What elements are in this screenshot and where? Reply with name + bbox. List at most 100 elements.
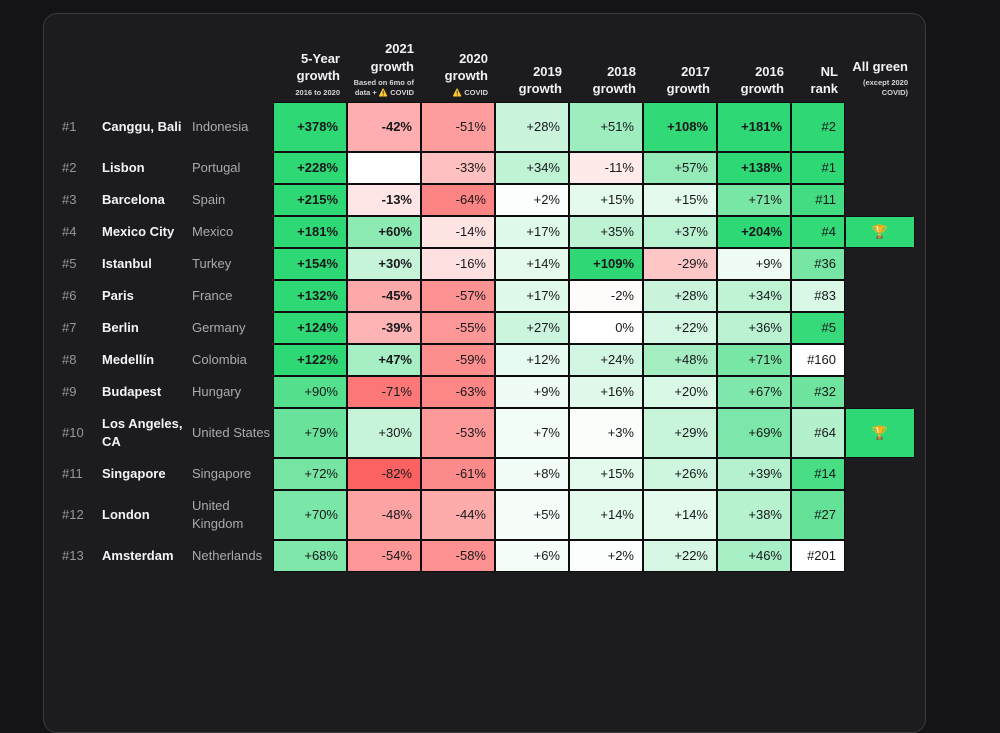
column-header-subtext: (except 2020 COVID) [862,78,908,97]
table-row-canggu-bali[interactable]: #1 Canggu, Bali Indonesia +378% -42% -51% +28%… [60,102,925,151]
column-header-all-green: All green (except 2020 COVID) [846,58,914,98]
all-green-empty [846,249,914,279]
growth-cell-2020-growth: -61% [422,458,494,489]
growth-cell-2017-growth: +48% [644,344,716,375]
city-name: Istanbul [102,255,152,271]
column-header-2020-growth: 2020 growth ⚠️ COVID [422,50,494,98]
country-name: Colombia [192,351,247,367]
column-header-label: 2018 growth [592,63,636,97]
nl-rank-cell: #201 [792,540,844,571]
growth-cell-2020-growth: -64% [422,184,494,215]
table-row-lisbon[interactable]: #2 Lisbon Portugal +228% -33% +34% -11% +57% +13… [60,152,925,183]
table-row-budapest[interactable]: #9 Budapest Hungary +90% -71% -63% +9% +16% +20%… [60,376,925,407]
growth-cell-2016-growth: +36% [718,312,790,343]
nl-rank-cell: #64 [792,408,844,457]
growth-cell-2019-growth: +12% [496,344,568,375]
growth-cell-2016-growth: +38% [718,490,790,539]
all-green-badge: 🏆 [846,408,914,457]
column-header-label: 5-Year growth [296,50,340,84]
all-green-empty [846,281,914,311]
growth-cell-5-year-growth: +90% [274,376,346,407]
growth-cell-2016-growth: +204% [718,216,790,247]
all-green-empty [846,153,914,183]
growth-cell-2020-growth: -16% [422,248,494,279]
nl-rank-cell: #27 [792,490,844,539]
growth-cell-2017-growth: +108% [644,102,716,151]
nl-rank-cell: #5 [792,312,844,343]
growth-cell-2018-growth: +24% [570,344,642,375]
growth-cell-2018-growth: -2% [570,280,642,311]
city-name: Mexico City [102,223,175,239]
growth-cell-2020-growth: -55% [422,312,494,343]
growth-cell-5-year-growth: +181% [274,216,346,247]
column-header-label: All green [852,58,908,74]
growth-cell-5-year-growth: +132% [274,280,346,311]
growth-cell-2019-growth: +2% [496,184,568,215]
column-header-2016-growth: 2016 growth [718,63,790,98]
city-name: London [102,506,150,522]
growth-cell-2021-growth: -39% [348,312,420,343]
growth-cell-5-year-growth: +215% [274,184,346,215]
column-header-2021-growth: 2021 growth Based on 6mo of data + ⚠️ COV… [348,40,420,98]
growth-cell-2019-growth: +7% [496,408,568,457]
growth-cell-2018-growth: 0% [570,312,642,343]
column-header-label: 2020 growth [444,50,488,84]
growth-cell-5-year-growth: +124% [274,312,346,343]
country-name: Mexico [192,223,234,239]
growth-cell-5-year-growth: +72% [274,458,346,489]
table-row-amsterdam[interactable]: #13 Amsterdam Netherlands +68% -54% -58% +6% +2… [60,540,925,571]
row-rank-label: #7 [62,320,77,336]
growth-cell-5-year-growth: +122% [274,344,346,375]
table-row-barcelona[interactable]: #3 Barcelona Spain +215% -13% -64% +2% +15% +15%… [60,184,925,215]
growth-cell-2021-growth: -71% [348,376,420,407]
column-header-2019-growth: 2019 growth [496,63,568,98]
growth-cell-2021-growth: -45% [348,280,420,311]
all-green-empty [846,345,914,375]
nl-rank-cell: #160 [792,344,844,375]
growth-cell-2016-growth: +39% [718,458,790,489]
growth-cell-2019-growth: +17% [496,216,568,247]
growth-cell-2017-growth: +22% [644,312,716,343]
row-rank-label: #5 [62,256,77,272]
all-green-empty [846,459,914,489]
growth-cell-2017-growth: +15% [644,184,716,215]
country-name: Spain [192,191,226,207]
growth-cell-2018-growth: +3% [570,408,642,457]
row-rank-label: #4 [62,224,77,240]
table-row-paris[interactable]: #6 Paris France +132% -45% -57% +17% -2% +28% +34… [60,280,925,311]
all-green-empty [846,313,914,343]
row-rank-label: #12 [62,507,84,523]
city-name: Los Angeles, CA [102,416,183,449]
column-header-label: 2017 growth [666,63,710,97]
nl-rank-cell: #4 [792,216,844,247]
country-name: Hungary [192,383,242,399]
nl-rank-cell: #14 [792,458,844,489]
city-name: Singapore [102,465,166,481]
table-row-berlin[interactable]: #7 Berlin Germany +124% -39% -55% +27% 0% +22% +3… [60,312,925,343]
table-header-row: 5-Year growth 2016 to 2020 2021 growth Base… [60,40,925,98]
table-row-singapore[interactable]: #11 Singapore Singapore +72% -82% -61% +8% +15%… [60,458,925,489]
country-name: United States [192,424,271,440]
growth-cell-2017-growth: +57% [644,152,716,183]
country-name: Singapore [192,465,252,481]
table-row-medell-n[interactable]: #8 Medellín Colombia +122% +47% -59% +12% +24% +… [60,344,925,375]
growth-cell-2020-growth: -14% [422,216,494,247]
table-row-london[interactable]: #12 London United Kingdom +70% -48% -44% +5% +1… [60,490,925,539]
table-row-los-angeles-ca[interactable]: #10 Los Angeles, CA United States +79% +30% -… [60,408,925,457]
country-name: Germany [192,319,246,335]
growth-cell-2018-growth: +14% [570,490,642,539]
growth-cell-2016-growth: +69% [718,408,790,457]
growth-cell-2016-growth: +46% [718,540,790,571]
table-row-mexico-city[interactable]: #4 Mexico City Mexico +181% +60% -14% +17% +35%… [60,216,925,247]
growth-cell-2018-growth: +2% [570,540,642,571]
growth-cell-2016-growth: +181% [718,102,790,151]
trophy-icon: 🏆 [871,424,889,440]
growth-cell-2021-growth: +30% [348,248,420,279]
growth-cell-2016-growth: +9% [718,248,790,279]
nl-rank-cell: #11 [792,184,844,215]
growth-cell-2017-growth: +14% [644,490,716,539]
table-row-istanbul[interactable]: #5 Istanbul Turkey +154% +30% -16% +14% +109% -2… [60,248,925,279]
nl-rank-cell: #83 [792,280,844,311]
column-header-label: NL rank [810,63,838,97]
city-name: Budapest [102,383,162,399]
